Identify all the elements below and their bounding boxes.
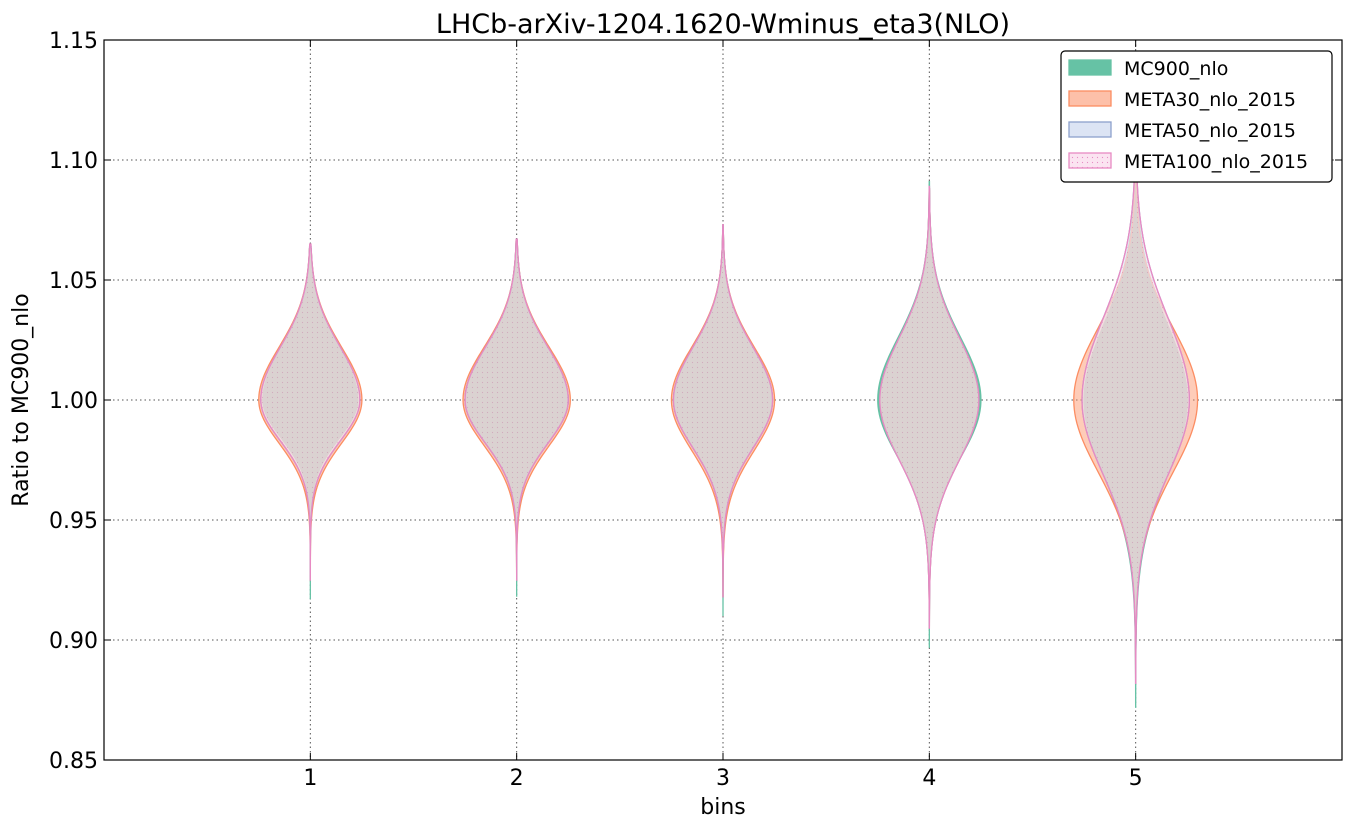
x-tick-label: 4 [922, 766, 936, 791]
legend-swatch [1068, 59, 1112, 76]
x-tick-label: 2 [510, 766, 524, 791]
violin-meta100-nlo-2015-bin-1 [260, 243, 361, 581]
legend: MC900_nlo META30_nlo_2015 META50_nlo_2015 M… [1060, 50, 1333, 183]
violin-meta100-nlo-2015-bin-2 [464, 238, 569, 581]
y-tick-label: 1.05 [49, 269, 98, 294]
y-tick-label: 0.95 [49, 509, 98, 534]
legend-swatch [1068, 121, 1112, 138]
violin-meta100-nlo-2015-bin-3 [672, 224, 774, 598]
chart-title: LHCb-arXiv-1204.1620-Wminus_eta3(NLO) [436, 9, 1010, 40]
y-tick-label: 1.15 [49, 29, 98, 54]
tick-layer: 1 2 3 4 5 0.85 0.90 0.95 1.00 1.05 1.10 1.15 [49, 29, 1342, 791]
legend-label: META100_nlo_2015 [1124, 151, 1308, 173]
y-axis-label: Ratio to MC900_nlo [9, 293, 34, 506]
y-tick-label: 0.85 [49, 749, 98, 774]
y-tick-label: 0.90 [49, 629, 98, 654]
legend-label: META50_nlo_2015 [1124, 120, 1296, 142]
x-tick-label: 3 [716, 766, 730, 791]
legend-frame [1060, 50, 1333, 183]
legend-swatch [1068, 152, 1112, 169]
x-tick-label: 1 [303, 766, 317, 791]
legend-label: MC900_nlo [1124, 58, 1228, 80]
violin-meta100-nlo-2015-bin-4 [879, 185, 980, 629]
x-tick-label: 5 [1129, 766, 1143, 791]
legend-label: META30_nlo_2015 [1124, 89, 1296, 111]
x-axis-label: bins [700, 795, 745, 820]
y-tick-label: 1.10 [49, 149, 98, 174]
y-tick-label: 1.00 [49, 389, 98, 414]
legend-swatch [1068, 90, 1112, 107]
